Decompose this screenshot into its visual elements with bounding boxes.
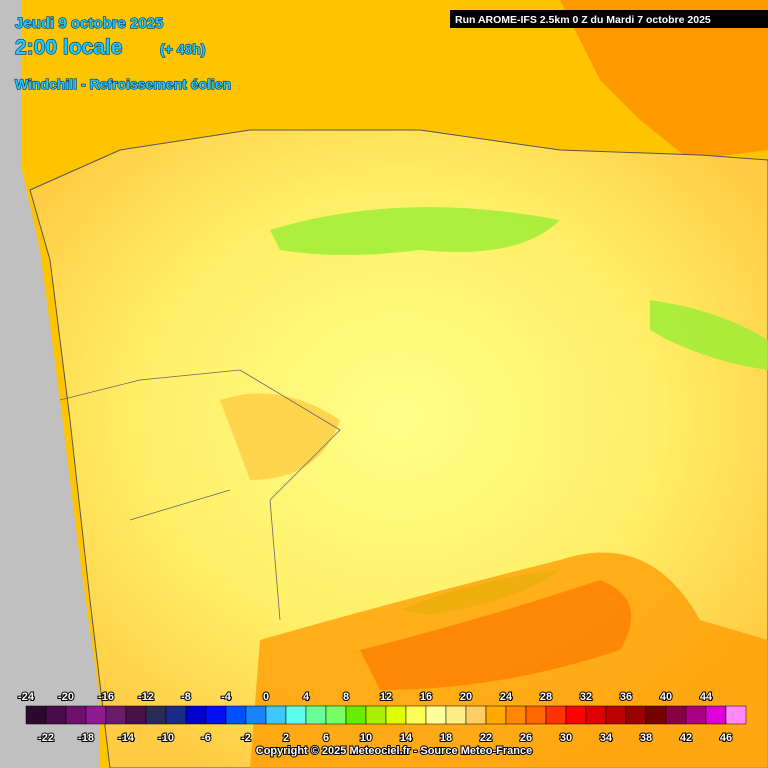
- legend-swatch: [325, 705, 347, 725]
- legend-label: 22: [480, 732, 492, 744]
- legend-swatch: [725, 705, 747, 725]
- warm-zone: [360, 580, 632, 690]
- legend-swatch: [165, 705, 187, 725]
- legend-swatch: [705, 705, 727, 725]
- run-info: Run AROME-IFS 2.5km 0 Z du Mardi 7 octob…: [455, 14, 711, 26]
- legend-label: 38: [640, 732, 652, 744]
- legend-swatch: [65, 705, 87, 725]
- legend-label: 32: [580, 691, 592, 703]
- legend-label: 16: [420, 691, 432, 703]
- legend-swatch: [405, 705, 427, 725]
- legend-swatch: [85, 705, 107, 725]
- run-box: [450, 10, 768, 28]
- legend-label: 14: [400, 732, 413, 744]
- legend-label: -6: [201, 732, 211, 744]
- time: 2:00 locale: [15, 36, 122, 59]
- legend-swatch: [105, 705, 127, 725]
- legend-swatch: [345, 705, 367, 725]
- legend-label: -14: [118, 732, 135, 744]
- legend-swatch: [365, 705, 387, 725]
- legend-label: 20: [460, 691, 472, 703]
- legend-swatch: [185, 705, 207, 725]
- legend-swatch: [685, 705, 707, 725]
- cold-zone: [270, 207, 560, 255]
- map-title: Windchill - Refroissement éolien: [15, 76, 231, 92]
- legend-label: 0: [263, 691, 269, 703]
- legend-swatch: [585, 705, 607, 725]
- legend-label: 2: [283, 732, 289, 744]
- legend-label: 28: [540, 691, 552, 703]
- ocean-mask: [0, 0, 100, 768]
- legend-swatch: [525, 705, 547, 725]
- legend-swatch: [505, 705, 527, 725]
- border: [59, 369, 341, 621]
- legend-swatch: [265, 705, 287, 725]
- legend-label: -12: [138, 691, 154, 703]
- legend-label: 36: [620, 691, 632, 703]
- legend-swatch: [285, 705, 307, 725]
- legend-swatch: [305, 705, 327, 725]
- legend-label: -24: [18, 691, 35, 703]
- legend-label: 46: [720, 732, 732, 744]
- legend-label: 18: [440, 732, 452, 744]
- legend-swatch: [125, 705, 147, 725]
- legend-label: -8: [181, 691, 191, 703]
- warm-zone: [220, 393, 340, 480]
- legend-label: -18: [78, 732, 94, 744]
- legend-swatch: [565, 705, 587, 725]
- legend-swatch: [625, 705, 647, 725]
- legend-label: -20: [58, 691, 74, 703]
- legend-swatch: [225, 705, 247, 725]
- legend-label: -4: [221, 691, 232, 703]
- legend-swatch: [45, 705, 67, 725]
- warm-sea: [560, 0, 768, 160]
- legend-swatch: [425, 705, 447, 725]
- date: Jeudi 9 octobre 2025: [15, 15, 163, 32]
- cold-zone: [650, 300, 768, 370]
- legend-swatch: [145, 705, 167, 725]
- copyright: Copyright © 2025 Meteociel.fr - Source M…: [256, 745, 532, 757]
- legend-label: 12: [380, 691, 392, 703]
- legend-swatch: [445, 705, 467, 725]
- legend-label: 8: [343, 691, 349, 703]
- legend-swatch: [385, 705, 407, 725]
- legend-label: 42: [680, 732, 692, 744]
- legend-label: -22: [38, 732, 54, 744]
- legend-label: 30: [560, 732, 572, 744]
- legend-swatch: [665, 705, 687, 725]
- legend-label: 6: [323, 732, 329, 744]
- legend-label: -16: [98, 691, 114, 703]
- legend-swatch: [485, 705, 507, 725]
- lead: (+ 48h): [160, 41, 206, 57]
- legend-swatch: [25, 705, 47, 725]
- legend-label: 44: [700, 691, 713, 703]
- legend-swatch: [645, 705, 667, 725]
- legend-swatch: [465, 705, 487, 725]
- legend-label: -10: [158, 732, 174, 744]
- legend-label: -2: [241, 732, 251, 744]
- legend-label: 4: [303, 691, 310, 703]
- legend-label: 10: [360, 732, 372, 744]
- legend-label: 34: [600, 732, 613, 744]
- legend-swatch: [205, 705, 227, 725]
- legend-swatch: [605, 705, 627, 725]
- legend-swatch: [245, 705, 267, 725]
- legend-swatch: [545, 705, 567, 725]
- legend-label: 40: [660, 691, 672, 703]
- legend-label: 26: [520, 732, 532, 744]
- legend-label: 24: [500, 691, 513, 703]
